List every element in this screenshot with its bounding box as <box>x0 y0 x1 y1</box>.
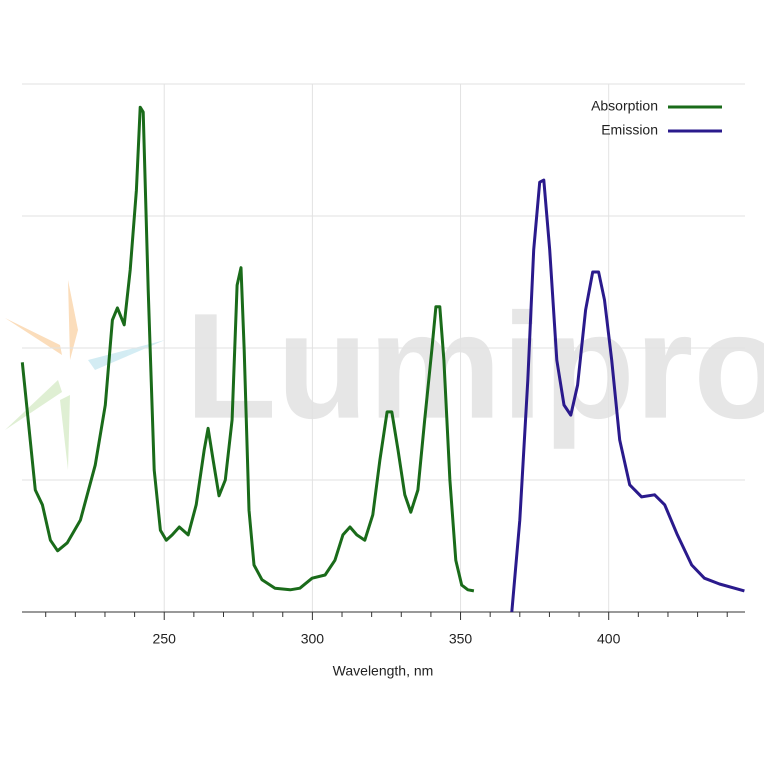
series-line <box>20 105 475 593</box>
legend-label: Absorption <box>591 98 658 114</box>
x-tick-label: 400 <box>597 631 621 647</box>
watermark-text: Lumiprobe <box>185 282 764 450</box>
x-tick-label: 300 <box>301 631 325 647</box>
x-tick-label: 250 <box>153 631 177 647</box>
x-axis-label: Wavelength, nm <box>333 663 434 679</box>
series-line <box>510 178 745 613</box>
legend-label: Emission <box>601 122 658 138</box>
x-tick-label: 350 <box>449 631 473 647</box>
